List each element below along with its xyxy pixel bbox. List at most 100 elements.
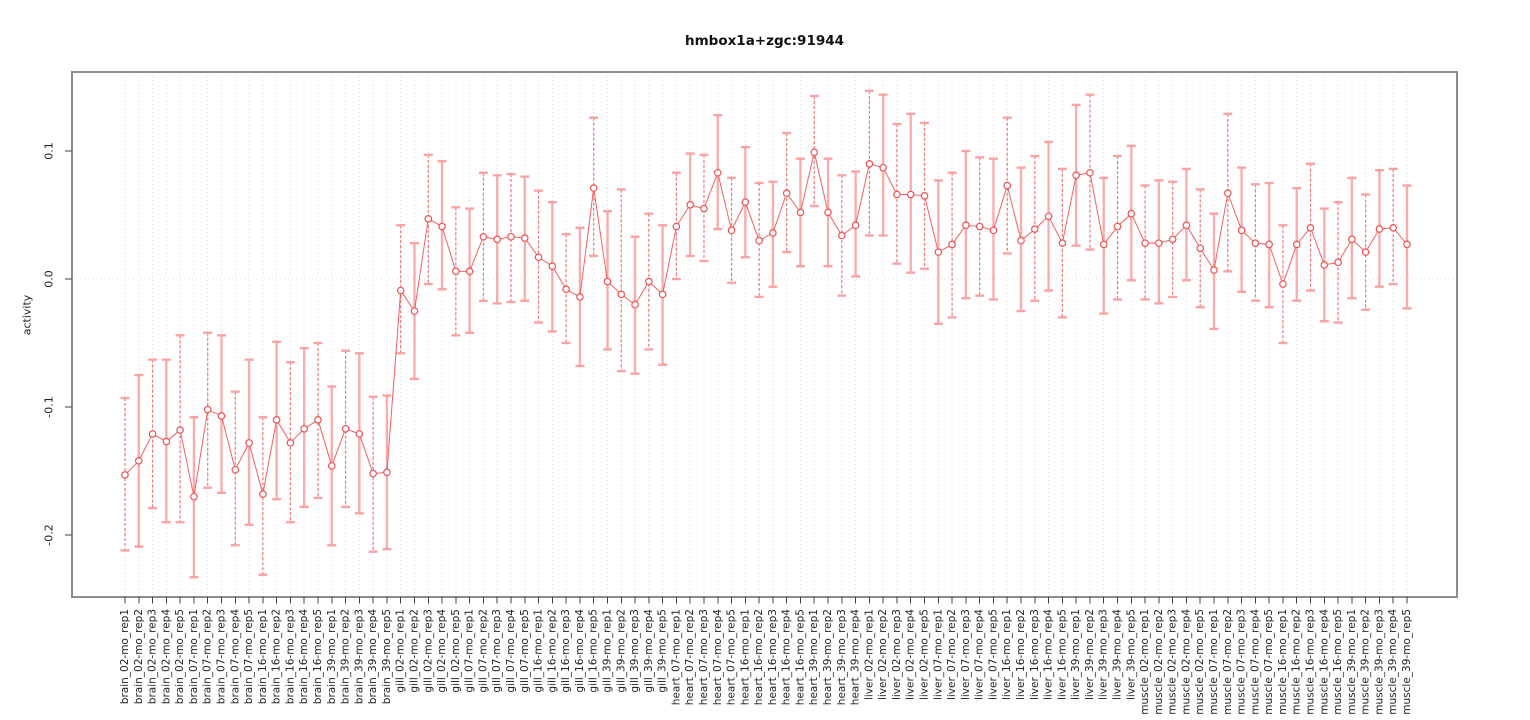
- data-point: [851, 221, 860, 230]
- x-tick-label: brain_16-mo_rep4: [298, 609, 310, 705]
- data-point: [617, 290, 626, 299]
- data-point: [162, 437, 171, 446]
- data-point: [1320, 261, 1329, 269]
- x-tick-label: heart_16-mo_rep2: [753, 609, 765, 705]
- x-tick-label: liver_16-mo_rep2: [1015, 609, 1027, 700]
- x-tick-label: brain_02-mo_rep5: [174, 609, 186, 704]
- x-tick-label: liver_07-mo_rep5: [987, 609, 999, 700]
- data-point: [1017, 236, 1025, 245]
- x-tick-label: liver_07-mo_rep1: [932, 609, 944, 700]
- x-tick-label: brain_02-mo_rep4: [160, 609, 172, 705]
- x-tick-label: muscle_07-mo_rep1: [1208, 609, 1220, 715]
- data-point: [1375, 225, 1384, 233]
- data-point: [520, 234, 529, 242]
- x-tick-label: liver_16-mo_rep5: [1056, 609, 1068, 700]
- data-point: [1279, 280, 1287, 288]
- x-tick-label: liver_39-mo_rep1: [1070, 609, 1082, 700]
- x-tick-label: brain_16-mo_rep1: [257, 609, 269, 704]
- x-tick-label: brain_07-mo_rep3: [215, 609, 227, 704]
- x-tick-label: muscle_02-mo_rep3: [1167, 609, 1179, 715]
- x-tick-label: gill_16-mo_rep1: [533, 609, 545, 693]
- data-point: [686, 200, 694, 209]
- x-tick-label: brain_07-mo_rep4: [229, 609, 241, 705]
- x-tick-label: liver_39-mo_rep4: [1112, 609, 1124, 700]
- data-point: [1196, 244, 1205, 253]
- x-tick-label: liver_02-mo_rep5: [919, 609, 931, 700]
- x-tick-label: muscle_07-mo_rep4: [1249, 609, 1261, 715]
- x-tick-label: gill_16-mo_rep4: [574, 609, 586, 693]
- x-tick-label: heart_07-mo_rep2: [684, 609, 696, 705]
- x-tick-label: brain_07-mo_rep1: [188, 609, 200, 704]
- data-point: [865, 159, 874, 168]
- y-tick-label: -0.1: [43, 396, 56, 417]
- x-tick-label: muscle_16-mo_rep2: [1291, 609, 1303, 715]
- data-point: [245, 439, 253, 447]
- data-point: [1155, 239, 1163, 247]
- data-point: [452, 267, 460, 276]
- x-tick-label: gill_07-mo_rep3: [491, 609, 503, 693]
- x-tick-label: muscle_39-mo_rep5: [1401, 609, 1413, 715]
- x-tick-label: liver_16-mo_rep4: [1043, 609, 1055, 700]
- data-point: [314, 416, 322, 424]
- x-tick-label: gill_07-mo_rep5: [519, 609, 531, 693]
- data-point: [810, 148, 819, 157]
- data-point: [1099, 240, 1108, 249]
- data-point: [645, 277, 653, 286]
- data-point: [1044, 212, 1053, 221]
- data-point: [424, 215, 433, 223]
- x-tick-label: liver_16-mo_rep1: [1001, 609, 1013, 700]
- y-axis-label: activity: [20, 294, 34, 336]
- data-point: [176, 426, 184, 434]
- x-tick-label: gill_02-mo_rep3: [422, 609, 434, 693]
- x-tick-label: gill_39-mo_rep5: [657, 609, 669, 693]
- data-point: [755, 236, 763, 245]
- data-point: [893, 190, 901, 199]
- data-point: [769, 229, 777, 237]
- data-point: [906, 190, 915, 199]
- data-point: [286, 439, 295, 447]
- data-point: [838, 231, 846, 240]
- x-tick-label: liver_02-mo_rep4: [905, 609, 917, 700]
- x-tick-label: brain_02-mo_rep1: [119, 609, 131, 704]
- data-point: [148, 430, 157, 438]
- x-tick-label: gill_39-mo_rep3: [629, 609, 641, 693]
- data-point: [576, 293, 584, 301]
- x-tick-label: brain_39-mo_rep3: [353, 609, 365, 704]
- x-tick-label: heart_16-mo_rep4: [781, 609, 793, 705]
- data-point: [1168, 235, 1177, 244]
- x-tick-label: gill_16-mo_rep5: [588, 609, 600, 693]
- data-point: [507, 232, 515, 241]
- x-tick-label: muscle_16-mo_rep1: [1277, 609, 1289, 715]
- x-tick-label: heart_16-mo_rep5: [794, 609, 806, 705]
- x-tick-label: gill_02-mo_rep4: [436, 609, 448, 693]
- data-point: [1265, 240, 1273, 249]
- plot-title: hmbox1a+zgc:91944: [684, 33, 845, 49]
- data-point: [948, 240, 956, 249]
- x-tick-label: heart_07-mo_rep4: [712, 609, 724, 705]
- data-point: [355, 430, 364, 438]
- x-tick-label: brain_16-mo_rep5: [312, 609, 324, 704]
- x-tick-label: muscle_39-mo_rep4: [1387, 609, 1399, 715]
- data-point: [272, 416, 281, 424]
- data-point: [1237, 226, 1246, 235]
- data-point: [217, 412, 226, 420]
- x-tick-label: muscle_02-mo_rep1: [1139, 609, 1151, 715]
- x-tick-label: brain_39-mo_rep5: [381, 609, 393, 704]
- x-tick-label: gill_02-mo_rep5: [450, 609, 462, 693]
- x-tick-label: muscle_07-mo_rep5: [1263, 609, 1275, 715]
- x-tick-label: heart_39-mo_rep3: [836, 609, 848, 705]
- data-point: [1086, 168, 1094, 177]
- data-point: [920, 191, 929, 200]
- y-tick-label: -0.2: [43, 524, 56, 545]
- x-tick-label: heart_07-mo_rep1: [670, 609, 682, 705]
- data-point: [741, 198, 750, 206]
- data-point: [465, 267, 474, 276]
- data-point: [672, 222, 681, 231]
- x-tick-label: gill_02-mo_rep2: [408, 609, 420, 693]
- data-point: [1031, 225, 1039, 233]
- data-point: [1113, 222, 1122, 231]
- x-tick-label: heart_07-mo_rep5: [726, 609, 738, 705]
- x-tick-label: muscle_07-mo_rep2: [1222, 609, 1234, 715]
- data-point: [879, 163, 887, 172]
